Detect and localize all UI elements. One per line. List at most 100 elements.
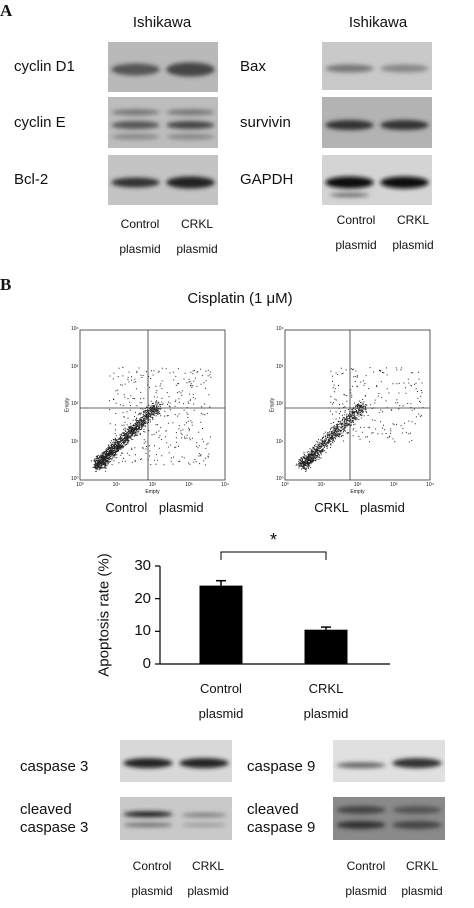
blot: [322, 155, 432, 205]
blot-band: [380, 176, 429, 189]
y-tick-label: 10⁰: [71, 476, 79, 482]
lane-label: Control plasmid: [345, 859, 387, 898]
plot-caption: CRKL plasmid: [314, 500, 405, 515]
cell-line-label: Ishikawa: [348, 14, 408, 31]
lane-label: CRKL plasmid: [392, 213, 434, 252]
blot: [333, 740, 445, 782]
y-tick-label: 30: [134, 557, 151, 574]
lane-label: Control plasmid: [119, 217, 161, 256]
blot-band: [166, 133, 215, 140]
blot-band: [325, 176, 374, 189]
y-tick-label: 10⁴: [71, 326, 79, 332]
blot-band: [166, 176, 215, 189]
blot: [120, 797, 232, 840]
protein-label: cyclin E: [14, 113, 66, 131]
blot-band: [111, 121, 160, 130]
blot-band: [166, 109, 215, 116]
protein-label: GAPDH: [240, 171, 294, 188]
blot-background: [333, 797, 445, 840]
blot-band: [336, 762, 386, 769]
plot-frame: [79, 329, 226, 481]
y-tick-label: 10¹: [71, 438, 79, 445]
lane-label: CRKL plasmid: [401, 859, 443, 898]
x-tick-label: 10³: [185, 482, 193, 488]
blot-band: [329, 193, 370, 197]
blot: [333, 797, 445, 840]
protein-label: Bcl-2: [14, 171, 49, 188]
lane-label: Control plasmid: [335, 213, 377, 252]
x-tick-label: CRKL plasmid: [303, 681, 349, 721]
blot: [108, 155, 218, 205]
blot: [322, 97, 432, 148]
protein-label: cyclin D1: [14, 58, 75, 75]
blot-band: [111, 63, 160, 76]
flow-dots: [295, 367, 424, 472]
blot-band: [325, 120, 374, 131]
y-axis-label: Apoptosis rate (%): [95, 553, 113, 677]
y-tick-label: 10⁰: [276, 476, 284, 482]
y-tick-label: 10³: [276, 363, 284, 370]
treatment-label: Cisplatin (1 μM): [187, 290, 293, 307]
protein-label: caspase 3: [20, 758, 89, 775]
y-tick-label: 10⁴: [276, 326, 284, 332]
blot-band: [380, 64, 429, 73]
y-tick-label: 0: [142, 655, 151, 672]
blot-band: [166, 121, 215, 130]
y-tick-label: 10: [134, 622, 151, 640]
x-tick-label: 10³: [390, 482, 398, 488]
y-axis-label: Empty: [269, 397, 276, 413]
blot-band: [123, 822, 173, 827]
lane-label: CRKL plasmid: [176, 217, 218, 256]
blot-background: [120, 797, 232, 840]
lane-label: CRKL plasmid: [187, 859, 229, 898]
x-tick-label: 10⁴: [426, 482, 434, 488]
blot-band: [336, 805, 386, 814]
flow-dots: [91, 367, 212, 472]
protein-label: survivin: [240, 113, 291, 131]
x-tick-label: 10⁰: [76, 482, 84, 488]
plot-frame: [284, 329, 431, 481]
bar: [199, 585, 243, 664]
blot-band: [123, 758, 173, 769]
y-tick-label: 20: [134, 589, 151, 607]
x-tick-label: 10¹: [317, 482, 325, 488]
x-tick-label: Control plasmid: [198, 681, 244, 721]
significance-marker: *: [269, 530, 278, 550]
blot-band: [392, 805, 442, 814]
blot-band: [123, 811, 173, 818]
blot: [120, 740, 232, 782]
panel-label: A: [0, 1, 13, 20]
y-tick-label: 10¹: [276, 438, 284, 445]
blot-band: [325, 64, 374, 73]
flow-plot: [79, 329, 226, 481]
protein-label: cleaved caspase 3: [20, 801, 89, 836]
blot: [322, 42, 432, 90]
blot-band: [111, 177, 160, 188]
x-tick-label: 10²: [353, 482, 362, 488]
blot-band: [336, 820, 386, 829]
protein-label: cleaved caspase 9: [247, 801, 316, 836]
significance-bracket: [220, 551, 327, 560]
y-tick-label: 10²: [276, 401, 284, 407]
cell-line-label: Ishikawa: [132, 14, 192, 31]
plot-caption: Control plasmid: [105, 500, 204, 515]
blot-band: [179, 758, 229, 769]
y-tick-label: 10³: [71, 363, 79, 370]
blot-band: [392, 758, 442, 769]
blot: [108, 42, 218, 92]
blot-band: [111, 109, 160, 116]
blot-band: [166, 62, 215, 77]
y-axis-label: Empty: [64, 397, 71, 413]
flow-plot: [284, 329, 431, 481]
panel-label: B: [0, 275, 12, 294]
blot-band: [380, 120, 429, 131]
x-tick-label: 10²: [148, 482, 157, 488]
bar: [304, 629, 348, 664]
blot: [108, 97, 218, 148]
protein-label: caspase 9: [247, 758, 316, 775]
protein-label: Bax: [240, 58, 266, 75]
x-axis-label: Empty: [145, 489, 160, 495]
blot-band: [111, 133, 160, 140]
x-tick-label: 10⁰: [281, 482, 289, 488]
